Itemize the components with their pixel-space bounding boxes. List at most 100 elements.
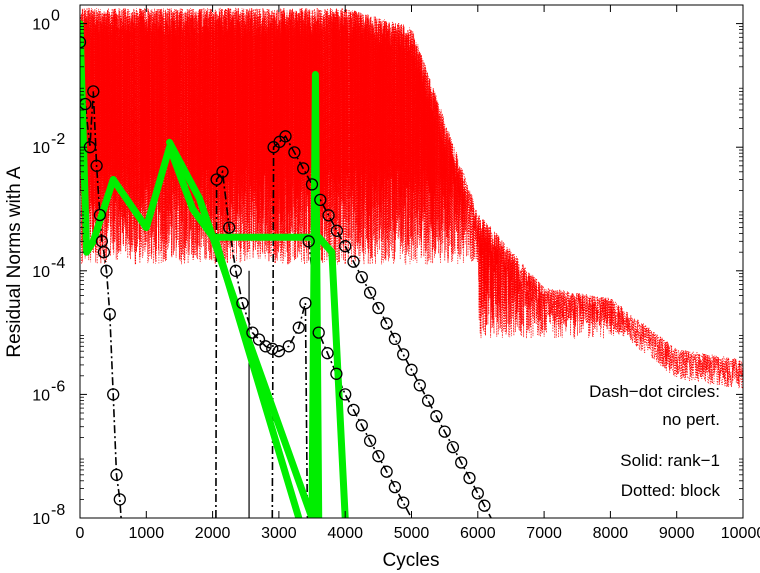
no-pert-circle-marker [321,347,334,360]
x-axis-title: Cycles [382,550,439,571]
no-pert-circle-marker [446,440,460,454]
no-pert-circle-marker [299,296,312,310]
x-tick-label: 4000 [327,525,363,542]
no-pert-circle-marker [103,307,116,321]
no-pert-circle-marker [372,450,385,463]
no-pert-circle-marker [90,159,103,172]
no-pert-circle-marker [272,345,286,358]
no-pert-circle-marker [282,340,295,353]
no-pert-circle-marker [388,480,402,494]
x-tick-label: 7000 [526,525,562,542]
no-pert-circle-marker [322,209,335,222]
no-pert-circle-marker [236,296,249,310]
y-tick-label-exponent: 0 [51,8,60,25]
x-tick-label: 2000 [195,525,231,542]
x-tick-label: 1000 [129,525,165,542]
no-pert-circle-marker [380,465,393,478]
no-pert-circle-marker [107,388,120,401]
no-pert-circle-marker [246,326,259,339]
green-rank1-line [166,71,323,518]
y-tick-label-exponent: -2 [51,131,65,148]
no-pert-circle-marker [430,410,443,423]
black-no-pert-line [80,42,122,518]
no-pert-circle-marker [397,496,410,509]
no-pert-circle-marker [355,270,368,284]
plot-area [80,7,743,518]
x-tick-label: 5000 [394,525,430,542]
no-pert-circle-marker [314,193,327,207]
no-pert-circle-marker [216,165,229,178]
no-pert-circle-marker [110,468,123,481]
no-pert-circle-marker [413,379,426,392]
no-pert-circle-marker [355,419,368,432]
no-pert-circle-marker [455,456,468,469]
y-tick-label: 10 [32,511,50,528]
legend-annotations: Dash−dot circles: no pert. Solid: rank−1… [589,382,720,500]
no-pert-circle-marker [297,162,310,175]
no-pert-circle-marker [97,246,111,259]
no-pert-circle-marker [347,403,360,417]
no-pert-circle-marker [405,363,418,376]
no-pert-circle-marker [113,493,126,506]
x-tick-label: 3000 [261,525,297,542]
red-dotted-block-series [80,7,743,389]
no-pert-circle-marker [372,301,385,315]
y-axis-title: Residual Norms with A [4,166,25,357]
no-pert-circle-marker [266,342,279,355]
no-pert-circle-marker [363,286,377,299]
no-pert-circle-marker [229,264,242,277]
black-no-pert-line [215,169,309,518]
no-pert-circle-marker [339,388,352,401]
no-pert-circle-marker [259,340,272,353]
no-pert-circle-marker [339,240,352,253]
no-pert-circle-marker [330,367,343,380]
annotation-line-3: Solid: rank−1 [620,451,720,470]
annotation-line-1: Dash−dot circles: [589,382,720,401]
x-tick-label: 10000 [721,525,760,542]
no-pert-circle-marker [421,394,435,407]
no-pert-circle-marker [363,434,377,447]
no-pert-circle-marker [223,221,236,234]
no-pert-circle-marker [87,85,100,98]
no-pert-circle-marker [471,487,484,500]
no-pert-circle-marker [80,97,92,111]
no-pert-circle-marker [100,264,113,277]
x-tick-label: 9000 [659,525,695,542]
black-no-pert-line [307,241,413,518]
x-tick-label: 6000 [460,525,496,542]
y-tick-label: 10 [32,17,50,34]
no-pert-circle-marker [380,317,393,330]
green-solid-rank1-series [80,20,349,518]
annotation-line-4: Dotted: block [621,481,721,500]
y-tick-label-exponent: -4 [51,255,65,272]
no-pert-circle-marker [397,348,410,361]
y-tick-label-exponent: -6 [51,378,65,395]
no-pert-circle-marker [388,332,402,346]
green-rank1-line [212,233,349,518]
axis-ticks: 0 1000 2000 3000 4000 5000 6000 7000 8000 9000 100… [32,5,760,542]
x-tick-label: 0 [76,525,85,542]
no-pert-circle-marker [288,146,301,159]
no-pert-circle-marker [252,333,266,346]
no-pert-circle-marker [478,499,491,512]
black-no-pert-line [271,135,492,518]
no-pert-circle-marker [302,235,315,248]
y-tick-label-exponent: -8 [51,502,65,519]
annotation-line-2: no pert. [662,410,720,429]
no-pert-circle-marker [292,321,305,334]
y-tick-label: 10 [32,264,50,281]
no-pert-circle-marker [330,224,344,237]
no-pert-circle-marker [210,173,223,186]
no-pert-circle-marker [279,130,292,143]
no-pert-circle-marker [438,425,451,438]
x-tick-label: 8000 [593,525,629,542]
no-pert-circle-marker [80,36,87,49]
circle-markers [80,36,491,512]
no-pert-circle-marker [93,208,107,222]
no-pert-circle-marker [305,178,319,191]
y-tick-label: 10 [32,387,50,404]
no-pert-circle-marker [347,255,360,268]
no-pert-circle-marker [312,326,325,339]
no-pert-circle-marker [463,471,476,485]
